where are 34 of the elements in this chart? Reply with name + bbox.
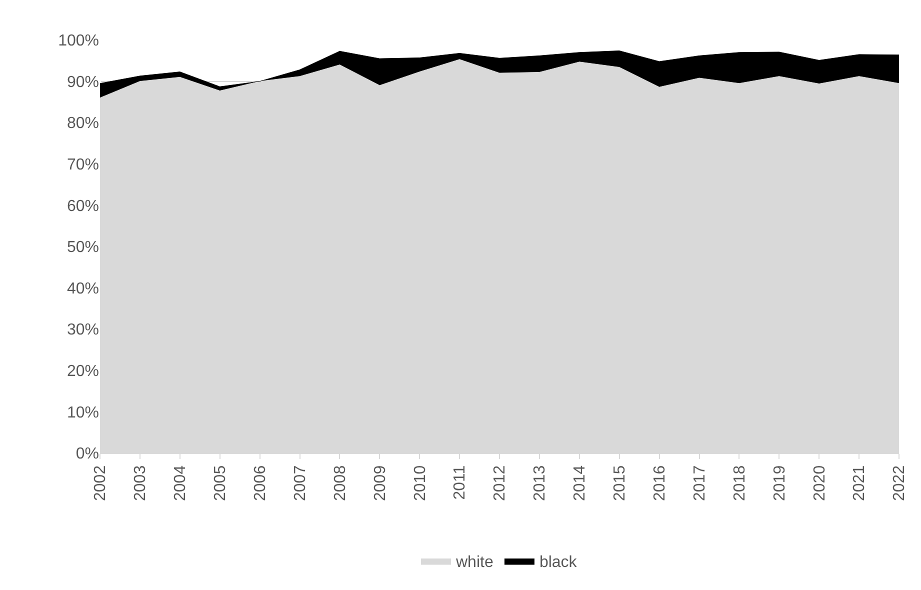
x-tick-label: 2021 — [851, 465, 868, 501]
y-tick-label: 30% — [66, 322, 99, 339]
y-tick-label: 100% — [58, 32, 99, 50]
x-tick-label: 2010 — [412, 465, 429, 501]
y-tick-label: 40% — [66, 280, 99, 298]
x-tick-label: 2006 — [252, 465, 269, 501]
y-tick-label: 90% — [66, 74, 99, 91]
x-tick-label: 2002 — [92, 465, 110, 501]
legend-label: white — [455, 554, 494, 571]
x-tick-label: 2007 — [292, 465, 309, 501]
y-tick-label: 70% — [66, 156, 99, 174]
x-tick-label: 2013 — [532, 465, 549, 501]
y-tick-label: 10% — [66, 404, 99, 422]
y-tick-label: 80% — [66, 115, 99, 132]
legend-label: black — [539, 554, 578, 571]
y-tick-label: 20% — [66, 363, 99, 380]
x-tick-label: 2017 — [691, 465, 708, 501]
x-tick-label: 2019 — [771, 465, 788, 501]
x-tick-label: 2009 — [372, 465, 389, 501]
x-tick-label: 2022 — [891, 465, 908, 501]
y-tick-label: 50% — [66, 239, 99, 256]
x-tick-label: 2004 — [172, 465, 190, 501]
x-tick-label: 2020 — [811, 465, 828, 501]
y-tick-label: 0% — [76, 446, 99, 463]
x-tick-label: 2008 — [332, 465, 349, 501]
x-tick-label: 2003 — [132, 465, 150, 501]
x-tick-label: 2016 — [652, 465, 668, 501]
x-tick-label: 2012 — [492, 465, 509, 501]
x-tick-label: 2011 — [452, 465, 469, 500]
y-tick-label: 60% — [66, 198, 99, 215]
x-tick-label: 2005 — [212, 465, 230, 501]
x-tick-label: 2014 — [572, 465, 589, 501]
x-tick-label: 2018 — [731, 465, 748, 501]
x-tick-label: 2015 — [612, 465, 629, 501]
